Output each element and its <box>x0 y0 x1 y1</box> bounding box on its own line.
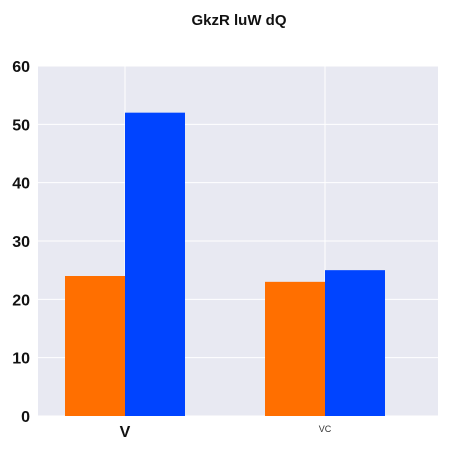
chart-title: GkzR luW dQ <box>192 12 287 29</box>
y-tick-label: 50 <box>12 117 30 134</box>
bar-series-1-v <box>65 276 125 416</box>
bar-series-2-vc <box>325 270 385 416</box>
bar-series-1-vc <box>265 281 325 416</box>
x-axis-ticks: V VC <box>120 424 332 441</box>
x-tick-label: VC <box>319 424 332 434</box>
x-tick-label: V <box>120 424 131 441</box>
bars <box>65 112 385 417</box>
y-tick-label: 10 <box>12 351 30 368</box>
y-tick-label: 40 <box>12 176 30 193</box>
y-tick-label: 20 <box>12 292 30 309</box>
bar-series-2-v <box>125 112 185 417</box>
y-tick-label: 0 <box>21 409 30 426</box>
y-axis-ticks: 0 10 20 30 40 50 60 <box>12 59 30 426</box>
y-tick-label: 30 <box>12 234 30 251</box>
y-tick-label: 60 <box>12 59 30 76</box>
